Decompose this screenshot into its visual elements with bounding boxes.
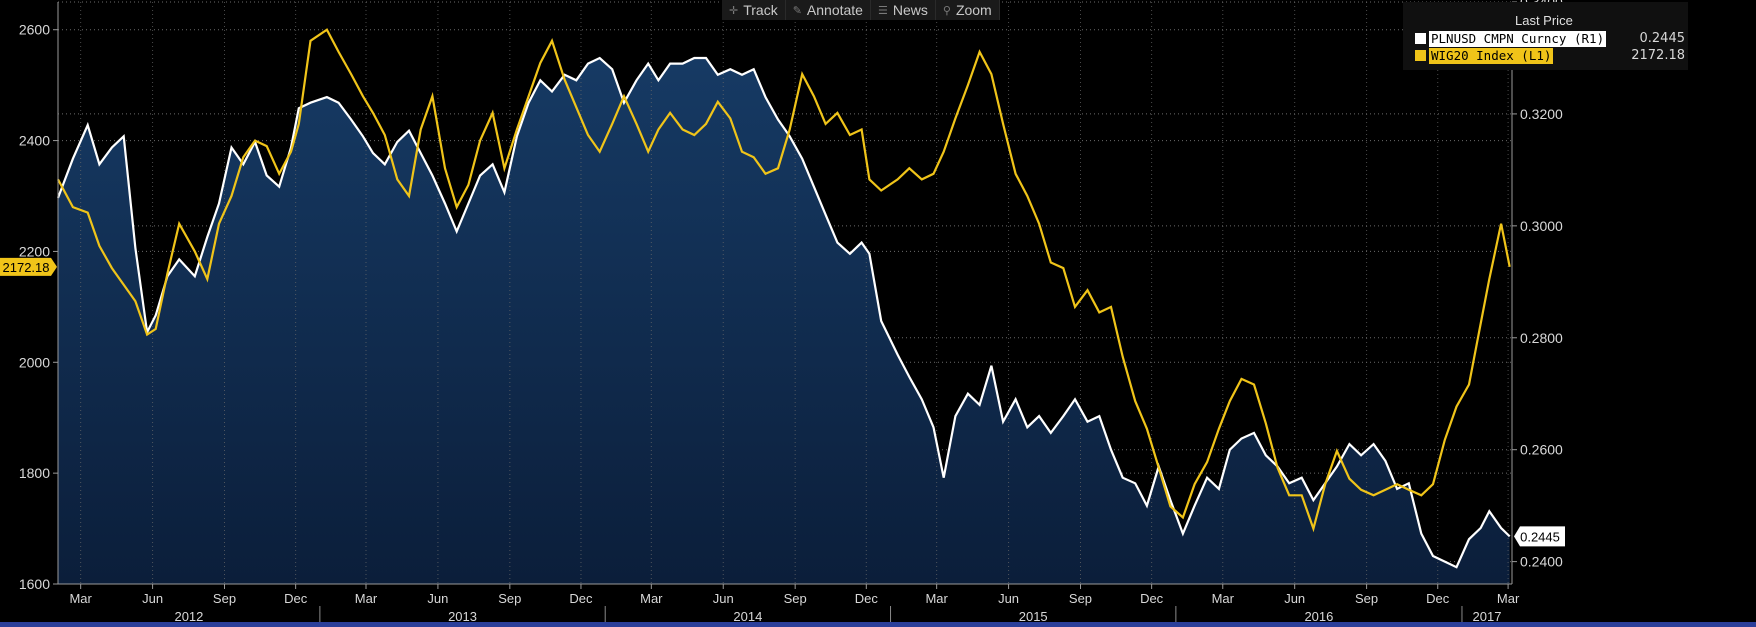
magnifier-icon: ⚲ [942, 3, 951, 17]
chart-toolbar: ✛ Track ✎ Annotate ☰ News ⚲ Zoom [722, 0, 1000, 20]
x-tick-label: Jun [427, 591, 448, 606]
news-button[interactable]: ☰ News [871, 0, 936, 20]
legend-swatch-plnusd [1415, 33, 1426, 44]
track-button[interactable]: ✛ Track [722, 0, 786, 20]
x-tick-label: Mar [925, 591, 948, 606]
wig20-last-price-tag [0, 257, 57, 276]
x-tick-label: Mar [1212, 591, 1235, 606]
year-label: 2015 [1019, 609, 1048, 624]
bottom-edge-bar [0, 622, 1756, 627]
vertical-grid-lines [80, 2, 1509, 584]
right-tick-label: 0.2600 [1520, 442, 1563, 458]
plnusd-last-price-tag [1514, 526, 1565, 547]
year-label: 2012 [174, 609, 203, 624]
x-tick-label: Sep [784, 591, 807, 606]
annotate-button[interactable]: ✎ Annotate [786, 0, 871, 20]
x-tick-label: Dec [1426, 591, 1450, 606]
x-tick-label: Jun [998, 591, 1019, 606]
zoom-button[interactable]: ⚲ Zoom [936, 0, 1000, 20]
chart-legend: Last Price PLNUSD CMPN Curncy (R1) 0.244… [1403, 2, 1688, 70]
x-tick-label: Sep [1069, 591, 1092, 606]
x-tick-label: Dec [1140, 591, 1164, 606]
news-icon: ☰ [877, 3, 888, 17]
legend-row-wig20[interactable]: WIG20 Index (L1) 2172.18 [1415, 48, 1685, 64]
x-tick-label: Jun [713, 591, 734, 606]
x-tick-label: Dec [284, 591, 308, 606]
legend-row-plnusd[interactable]: PLNUSD CMPN Curncy (R1) 0.2445 [1415, 31, 1685, 47]
x-tick-label: Sep [1355, 591, 1378, 606]
year-label: 2016 [1304, 609, 1333, 624]
left-tick-label: 1600 [19, 576, 50, 592]
legend-value-plnusd: 0.2445 [1639, 31, 1686, 46]
legend-value-wig20: 2172.18 [1631, 48, 1685, 63]
left-tick-label: 2400 [19, 133, 50, 149]
year-label: 2013 [448, 609, 477, 624]
annotate-label: Annotate [806, 2, 863, 18]
last-price-labels: 2172.18 0.2445 [0, 257, 1565, 547]
right-tick-label: 0.3200 [1520, 106, 1563, 122]
right-tick-label: 0.3000 [1520, 218, 1563, 234]
left-tick-label: 2600 [19, 22, 50, 38]
crosshair-icon: ✛ [729, 3, 739, 17]
legend-header: Last Price [1515, 13, 1573, 28]
x-tick-label: Mar [69, 591, 92, 606]
wig20-last-price-label: 2172.18 [3, 260, 50, 275]
track-label: Track [743, 2, 778, 18]
x-tick-label: Dec [569, 591, 593, 606]
legend-name-plnusd: PLNUSD CMPN Curncy (R1) [1429, 31, 1607, 47]
year-label: 2014 [733, 609, 762, 624]
left-tick-label: 1800 [19, 465, 50, 481]
x-tick-label: Jun [1284, 591, 1305, 606]
x-tick-label: Sep [498, 591, 521, 606]
plnusd-series-line [56, 56, 1511, 569]
legend-swatch-wig20 [1415, 50, 1426, 61]
pencil-icon: ✎ [792, 3, 802, 17]
x-tick-label: Dec [855, 591, 879, 606]
x-tick-label: Jun [142, 591, 163, 606]
left-tick-label: 2200 [19, 243, 50, 259]
pln-area-fill [58, 58, 1510, 584]
right-tick-label: 0.2400 [1520, 554, 1563, 570]
right-tick-label: 0.2800 [1520, 330, 1563, 346]
year-label: 2017 [1473, 609, 1502, 624]
x-tick-label: Sep [213, 591, 236, 606]
news-label: News [892, 2, 928, 18]
x-tick-label: Mar [1497, 591, 1520, 606]
plnusd-last-price-label: 0.2445 [1520, 529, 1560, 544]
x-tick-label: Mar [640, 591, 663, 606]
zoom-label: Zoom [955, 2, 992, 18]
wig20-series-line [57, 28, 1511, 533]
left-tick-label: 2000 [19, 354, 50, 370]
legend-name-wig20: WIG20 Index (L1) [1429, 48, 1554, 64]
x-tick-label: Mar [355, 591, 378, 606]
